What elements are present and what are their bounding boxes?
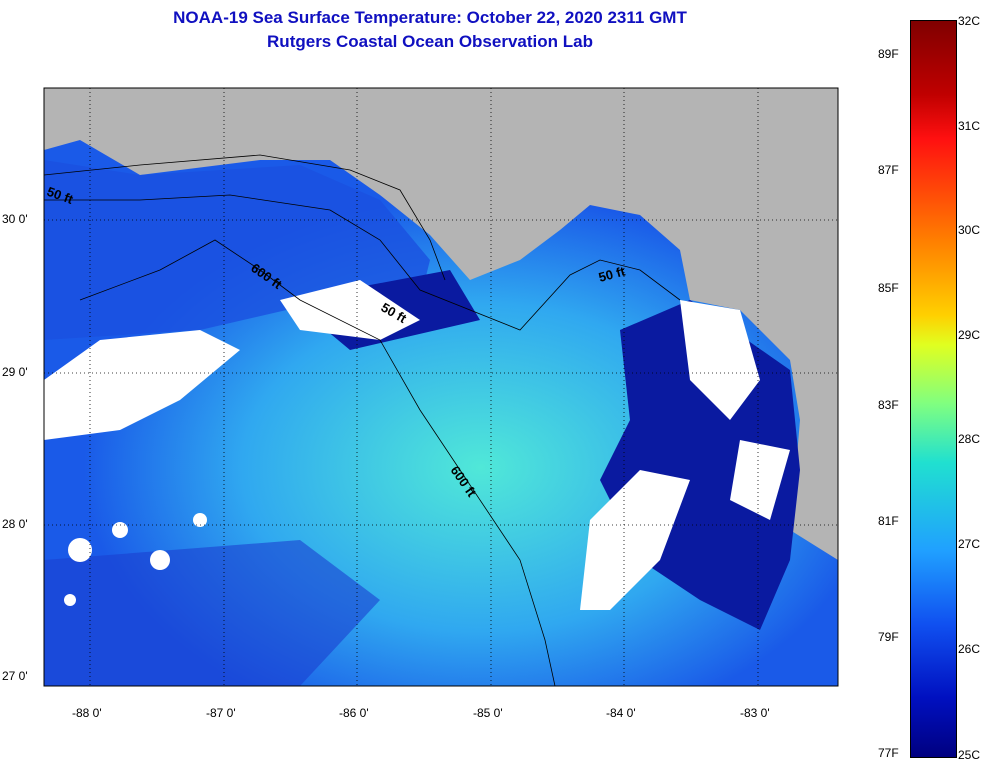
celsius-label: 31C xyxy=(958,119,981,133)
lon-label: -87 0' xyxy=(206,706,236,720)
fahrenheit-label: 83F xyxy=(878,398,899,412)
lon-label: -85 0' xyxy=(473,706,503,720)
fahrenheit-label: 85F xyxy=(878,281,899,295)
fahrenheit-label: 87F xyxy=(878,163,899,177)
lon-label: -88 0' xyxy=(72,706,102,720)
celsius-label: 27C xyxy=(958,537,981,551)
lon-label: -84 0' xyxy=(606,706,636,720)
title-line-1: NOAA-19 Sea Surface Temperature: October… xyxy=(173,8,687,27)
cloud-cover xyxy=(44,280,790,610)
lat-label: 29 0' xyxy=(2,365,28,379)
celsius-label: 28C xyxy=(958,432,981,446)
title-line-2: Rutgers Coastal Ocean Observation Lab xyxy=(267,32,593,51)
lat-label: 30 0' xyxy=(2,212,28,226)
lat-label: 27 0' xyxy=(2,669,28,683)
celsius-label: 25C xyxy=(958,748,981,762)
fahrenheit-label: 81F xyxy=(878,514,899,528)
contour-label: 50 ft xyxy=(597,263,627,285)
depth-contours xyxy=(44,154,681,686)
lon-label: -86 0' xyxy=(339,706,369,720)
celsius-label: 30C xyxy=(958,223,981,237)
map-frame xyxy=(43,87,839,687)
fahrenheit-label: 77F xyxy=(878,746,899,760)
lon-label: -83 0' xyxy=(740,706,770,720)
celsius-label: 32C xyxy=(958,14,981,28)
sst-map: 50 ft 600 ft 50 ft 600 ft 50 ft xyxy=(43,87,839,687)
celsius-label: 29C xyxy=(958,328,981,342)
fahrenheit-label: 79F xyxy=(878,630,899,644)
lat-label: 28 0' xyxy=(2,517,28,531)
fahrenheit-label: 89F xyxy=(878,47,899,61)
colorbar xyxy=(910,20,957,758)
celsius-label: 26C xyxy=(958,642,981,656)
